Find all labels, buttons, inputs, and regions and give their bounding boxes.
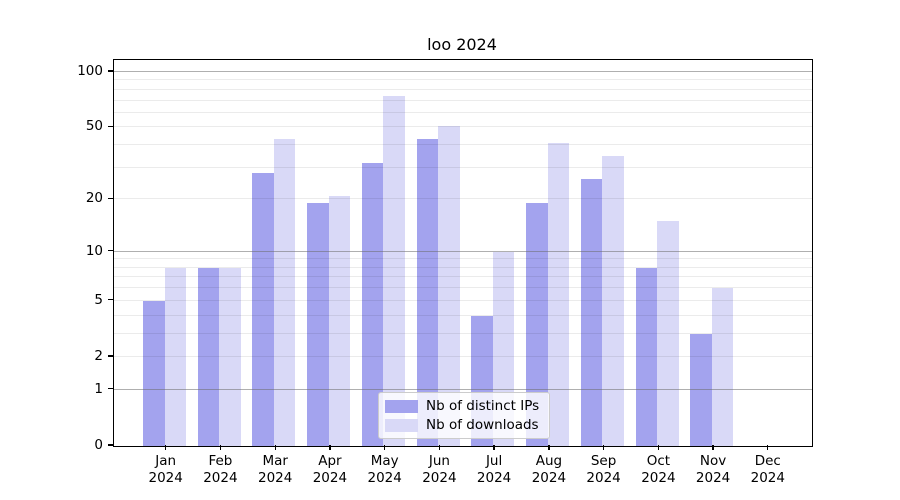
x-tick-label-mar: Mar 2024 <box>258 453 293 486</box>
x-tick-label-apr: Apr 2024 <box>312 453 348 486</box>
x-tick-label-dec: Dec 2024 <box>750 453 785 486</box>
bar-ips-sep <box>580 178 603 446</box>
x-tick-label-jan: Jan 2024 <box>148 453 183 486</box>
x-tick-sep <box>602 445 605 450</box>
gridline-minor-60 <box>114 111 812 113</box>
bar-downloads-jun <box>438 125 460 446</box>
legend-row-downloads: Nb of downloads <box>385 417 539 433</box>
x-tick-jun <box>438 445 441 450</box>
bar-downloads-oct <box>657 221 679 446</box>
bar-ips-oct <box>635 267 658 446</box>
y-tick-100 <box>108 70 113 72</box>
y-tick-2 <box>108 355 113 357</box>
gridline-minor-70 <box>114 99 812 101</box>
bar-downloads-sep <box>602 155 624 446</box>
x-tick-label-may: May 2024 <box>367 453 402 486</box>
x-tick-jan <box>165 445 167 450</box>
y-tick-label-5: 5 <box>94 291 103 308</box>
x-tick-dec <box>767 445 769 450</box>
x-tick-label-jun: Jun 2024 <box>422 453 457 486</box>
legend-label-distinct-ips: Nb of distinct IPs <box>426 398 540 414</box>
gridline-minor-40 <box>114 144 812 145</box>
y-tick-label-1: 1 <box>94 380 103 397</box>
y-tick-label-0: 0 <box>94 437 103 453</box>
y-tick-20 <box>108 197 113 199</box>
x-tick-label-aug: Aug 2024 <box>531 453 567 486</box>
gridline-major-10 <box>114 250 812 252</box>
y-tick-label-2: 2 <box>94 348 103 364</box>
x-tick-mar <box>274 445 276 450</box>
bar-ips-feb <box>197 267 220 446</box>
y-tick-5 <box>108 299 113 301</box>
bar-ips-jun <box>416 139 439 446</box>
x-tick-feb <box>219 445 222 450</box>
bar-ips-nov <box>690 333 712 446</box>
x-tick-label-sep: Sep 2024 <box>586 453 621 486</box>
y-tick-0 <box>108 444 113 446</box>
legend-swatch-downloads <box>385 418 418 432</box>
x-tick-nov <box>712 445 714 450</box>
bar-downloads-apr <box>328 195 351 446</box>
bar-downloads-may <box>383 96 405 446</box>
gridline-minor-30 <box>114 166 812 168</box>
gridline-major-100 <box>114 70 812 72</box>
legend-label-downloads: Nb of downloads <box>426 417 539 433</box>
y-tick-label-100: 100 <box>77 62 103 79</box>
legend: Nb of distinct IPs Nb of downloads <box>378 392 551 439</box>
bar-downloads-aug <box>547 143 570 446</box>
y-tick-10 <box>108 249 113 252</box>
bar-ips-may <box>361 162 384 446</box>
gridline-minor-50 <box>114 126 812 128</box>
x-tick-label-jul: Jul 2024 <box>476 453 512 486</box>
bar-ips-mar <box>252 173 274 446</box>
gridline-minor-90 <box>114 79 812 81</box>
bar-ips-apr <box>307 203 329 446</box>
x-tick-label-oct: Oct 2024 <box>641 453 676 486</box>
bar-ips-jan <box>143 300 165 446</box>
bar-downloads-nov <box>711 288 734 446</box>
y-tick-label-50: 50 <box>85 118 103 135</box>
y-tick-1 <box>108 388 113 390</box>
x-tick-apr <box>329 445 331 450</box>
gridline-minor-80 <box>114 88 812 90</box>
y-tick-50 <box>108 125 113 127</box>
x-tick-jul <box>493 445 495 450</box>
legend-row-distinct-ips: Nb of distinct IPs <box>385 398 539 414</box>
bar-downloads-jan <box>164 267 186 446</box>
x-tick-label-nov: Nov 2024 <box>695 453 731 486</box>
bar-downloads-feb <box>219 267 241 446</box>
gridline-minor-9 <box>114 258 812 260</box>
x-tick-may <box>384 445 386 450</box>
legend-swatch-distinct-ips <box>385 399 418 413</box>
bar-downloads-mar <box>273 139 296 446</box>
x-tick-aug <box>548 445 550 450</box>
gridline-minor-20 <box>114 198 812 200</box>
x-tick-oct <box>657 445 660 450</box>
chart-title: loo 2024 <box>427 35 497 54</box>
x-tick-label-feb: Feb 2024 <box>203 453 238 486</box>
y-tick-label-10: 10 <box>85 242 103 259</box>
plot-area <box>113 59 813 447</box>
bar-ips-aug <box>526 203 548 446</box>
y-tick-label-20: 20 <box>85 190 103 207</box>
